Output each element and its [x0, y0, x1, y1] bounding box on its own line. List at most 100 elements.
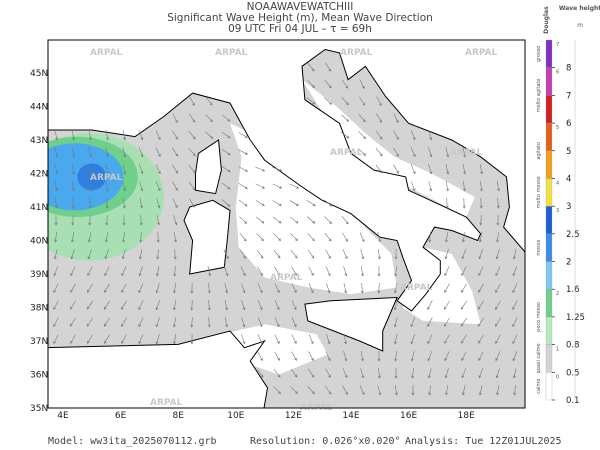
direction-arrow [512, 351, 517, 362]
arrow-head [312, 220, 316, 224]
arrow-head [276, 307, 280, 311]
sea-state-class: grosso [536, 46, 542, 62]
direction-arrow [325, 368, 331, 378]
colorbar-tick-label: 2.5 [566, 230, 580, 240]
arrow-shaft [342, 385, 348, 395]
direction-arrow [189, 198, 196, 208]
direction-arrow [274, 283, 280, 294]
arrow-head [294, 357, 297, 361]
direction-arrow [341, 97, 349, 106]
arrow-shaft [272, 183, 282, 189]
arrow-shaft [444, 351, 450, 361]
direction-arrow [273, 368, 281, 378]
arrow-head [377, 375, 381, 379]
arrow-head [427, 375, 431, 379]
direction-arrow [377, 232, 382, 243]
arrow-head [70, 256, 74, 260]
arrow-shaft [139, 164, 143, 174]
direction-arrow [445, 385, 449, 396]
arrow-head [155, 341, 159, 345]
arrow-head [461, 239, 465, 243]
arrow-head [259, 324, 263, 328]
arrow-head [328, 68, 332, 72]
direction-arrow [478, 351, 484, 362]
arrow-head [277, 255, 281, 259]
arrow-head [495, 289, 498, 293]
arrow-shaft [274, 334, 280, 344]
arrow-head [296, 185, 300, 189]
arrow-shaft [106, 214, 108, 226]
arrow-shaft [87, 266, 93, 276]
arrow-head [175, 170, 179, 174]
arrow-head [242, 290, 246, 294]
direction-arrow [139, 214, 143, 226]
arrow-shaft [122, 181, 126, 191]
arrow-head [428, 392, 432, 396]
arrow-head [227, 203, 231, 207]
arrow-head [512, 375, 516, 379]
arrow-shaft [138, 300, 144, 310]
arrow-shaft [139, 181, 143, 191]
arrow-shaft [343, 283, 347, 293]
colorbar-unit: m [577, 22, 583, 29]
arrow-head [495, 306, 498, 310]
lat-label: 35N [30, 404, 48, 414]
lat-label: 41N [30, 203, 48, 213]
arrow-head [444, 340, 447, 344]
arrow-shaft [257, 334, 263, 344]
direction-arrow [221, 149, 231, 156]
arrow-head [294, 374, 298, 378]
direction-arrow [104, 283, 110, 293]
arrow-head [243, 238, 247, 242]
direction-arrow [360, 351, 364, 362]
direction-arrow [71, 164, 76, 175]
direction-arrow [70, 334, 76, 344]
direction-arrow [479, 164, 484, 175]
arrow-shaft [54, 181, 58, 191]
direction-arrow [155, 317, 160, 328]
arrow-shaft [394, 300, 398, 310]
direction-arrow [88, 130, 92, 141]
direction-arrow [307, 80, 315, 88]
direction-arrow [272, 183, 283, 189]
direction-arrow [428, 130, 433, 141]
direction-arrow [411, 368, 415, 379]
arrow-head [345, 85, 349, 89]
arrow-head [361, 256, 365, 260]
arrow-head [496, 205, 500, 209]
arrow-head [311, 391, 315, 395]
direction-arrow [188, 130, 196, 140]
arrow-head [311, 68, 315, 72]
arrow-head [427, 358, 431, 362]
arrow-shaft [308, 266, 314, 276]
douglas-value: 3 [556, 208, 559, 214]
direction-arrow [461, 385, 466, 396]
arrow-head [377, 256, 381, 260]
arrow-shaft [208, 316, 210, 328]
arrow-shaft [255, 216, 265, 224]
arrow-head [140, 188, 144, 192]
arrow-shaft [308, 334, 314, 344]
arrow-head [104, 289, 107, 293]
watermark: ARPAL [215, 48, 248, 58]
arrow-shaft [205, 96, 213, 106]
douglas-value: 2 [556, 291, 559, 297]
watermark: ARPAL [400, 283, 433, 293]
arrow-shaft [238, 132, 248, 138]
direction-arrow [308, 283, 314, 294]
direction-arrow [512, 300, 518, 311]
direction-arrow [224, 317, 229, 328]
arrow-head [462, 205, 466, 209]
direction-arrow [410, 130, 416, 141]
direction-arrow [172, 317, 177, 328]
arrow-shaft [88, 147, 92, 157]
arrow-head [362, 85, 365, 90]
arrow-head [121, 273, 125, 277]
direction-arrow [188, 181, 196, 191]
direction-arrow [341, 114, 350, 122]
arrow-head [360, 290, 364, 294]
arrow-head [156, 256, 160, 260]
direction-arrow [445, 164, 450, 175]
direction-arrow [307, 386, 315, 395]
